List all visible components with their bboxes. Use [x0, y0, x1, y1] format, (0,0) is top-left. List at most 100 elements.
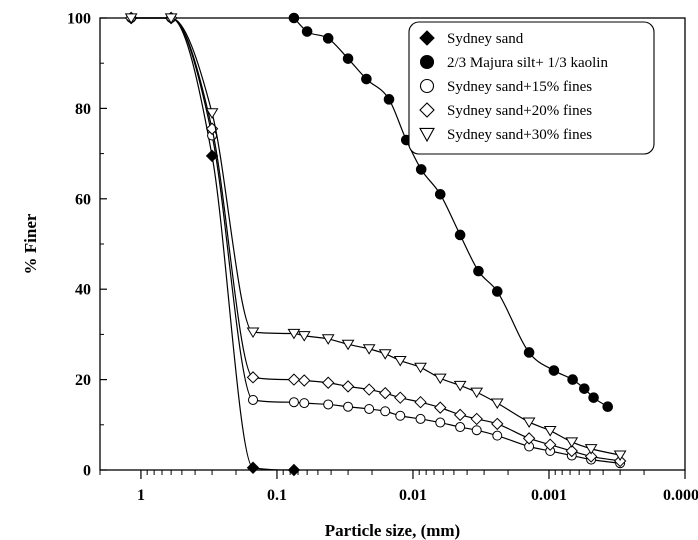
series-curve	[131, 17, 294, 471]
data-point	[453, 380, 467, 392]
data-point	[492, 430, 503, 441]
data-point	[415, 413, 426, 424]
data-point	[383, 94, 395, 105]
legend-label: Sydney sand+15% fines	[447, 79, 592, 95]
series-5	[124, 13, 627, 461]
data-point	[380, 406, 391, 417]
data-point	[393, 355, 407, 367]
x-tick-label: 0.01	[399, 487, 427, 504]
series-4	[124, 11, 627, 468]
data-point	[415, 164, 427, 175]
data-point	[584, 450, 598, 463]
data-point	[379, 386, 392, 400]
data-point	[301, 26, 313, 37]
legend-item: Sydney sand+20% fines	[419, 102, 592, 119]
data-point	[288, 397, 299, 408]
y-tick-label: 100	[67, 11, 91, 28]
y-tick-label: 20	[75, 372, 91, 389]
data-point	[565, 444, 578, 458]
series-curve	[131, 17, 621, 456]
data-point	[124, 13, 138, 24]
data-point	[567, 374, 578, 385]
legend-marker	[419, 78, 435, 94]
data-point	[613, 450, 627, 461]
series-1	[124, 11, 301, 477]
legend-marker	[419, 102, 435, 118]
data-point	[522, 432, 536, 445]
data-point	[321, 334, 335, 345]
legend-box	[408, 21, 655, 155]
data-point	[473, 265, 484, 277]
data-point	[362, 383, 376, 396]
data-point	[246, 327, 260, 339]
data-point	[378, 349, 392, 360]
data-point	[548, 365, 560, 376]
data-point	[343, 401, 354, 412]
data-point	[435, 417, 446, 428]
legend-marker	[419, 54, 435, 70]
data-point	[414, 395, 427, 409]
y-axis-title: % Finer	[21, 213, 40, 274]
series-3	[126, 13, 626, 469]
data-point	[287, 463, 301, 477]
legend-item: 2/3 Majura silt+ 1/3 kaolin	[419, 54, 608, 71]
data-point	[453, 408, 467, 422]
data-point	[584, 444, 598, 455]
data-point	[298, 374, 311, 387]
data-point	[470, 412, 483, 426]
data-point	[205, 108, 219, 119]
y-tick-label: 40	[75, 282, 91, 299]
data-point	[287, 373, 301, 386]
data-point	[342, 53, 354, 64]
x-tick-label: 0.0001	[663, 487, 698, 504]
data-point	[454, 229, 466, 241]
x-tick-label: 0.001	[531, 487, 567, 504]
data-point	[588, 392, 599, 403]
legend-label: Sydney sand+20% fines	[447, 103, 592, 119]
legend-label: Sydney sand+30% fines	[447, 127, 592, 143]
data-point	[491, 286, 503, 297]
legend-label: Sydney sand	[447, 31, 524, 47]
data-point	[361, 73, 372, 85]
data-point	[434, 188, 446, 200]
data-point	[471, 425, 482, 436]
data-point	[395, 410, 406, 421]
data-point	[322, 33, 334, 44]
data-point	[341, 339, 355, 351]
data-point	[323, 399, 334, 410]
legend-item: Sydney sand+15% fines	[419, 78, 592, 95]
data-point	[287, 328, 301, 340]
data-point	[321, 376, 335, 389]
data-point	[414, 362, 427, 374]
data-point	[490, 398, 504, 410]
data-point	[246, 371, 260, 384]
data-point	[433, 373, 447, 385]
x-axis-title: Particle size, (mm)	[325, 521, 460, 540]
legend-marker	[419, 127, 435, 143]
x-tick-label: 0.1	[267, 487, 287, 504]
data-point	[341, 380, 355, 393]
data-point	[455, 422, 466, 433]
data-point	[543, 438, 557, 451]
legend-marker	[419, 30, 435, 46]
data-point	[579, 383, 590, 394]
data-point	[248, 394, 259, 405]
data-point	[434, 401, 447, 414]
legend-item: Sydney sand	[419, 30, 524, 47]
legend-item: Sydney sand+30% fines	[419, 127, 592, 143]
data-point	[299, 398, 310, 409]
data-point	[602, 401, 614, 413]
data-point	[164, 13, 178, 24]
data-point	[246, 461, 260, 474]
legend-label: 2/3 Majura silt+ 1/3 kaolin	[447, 55, 608, 71]
y-tick-label: 0	[83, 463, 91, 480]
data-point	[394, 391, 407, 404]
data-point	[543, 426, 557, 437]
data-point	[565, 437, 579, 448]
data-point	[470, 387, 484, 399]
series-2	[288, 12, 614, 413]
data-point	[288, 12, 300, 24]
y-tick-label: 60	[75, 191, 91, 208]
data-point	[522, 417, 536, 429]
